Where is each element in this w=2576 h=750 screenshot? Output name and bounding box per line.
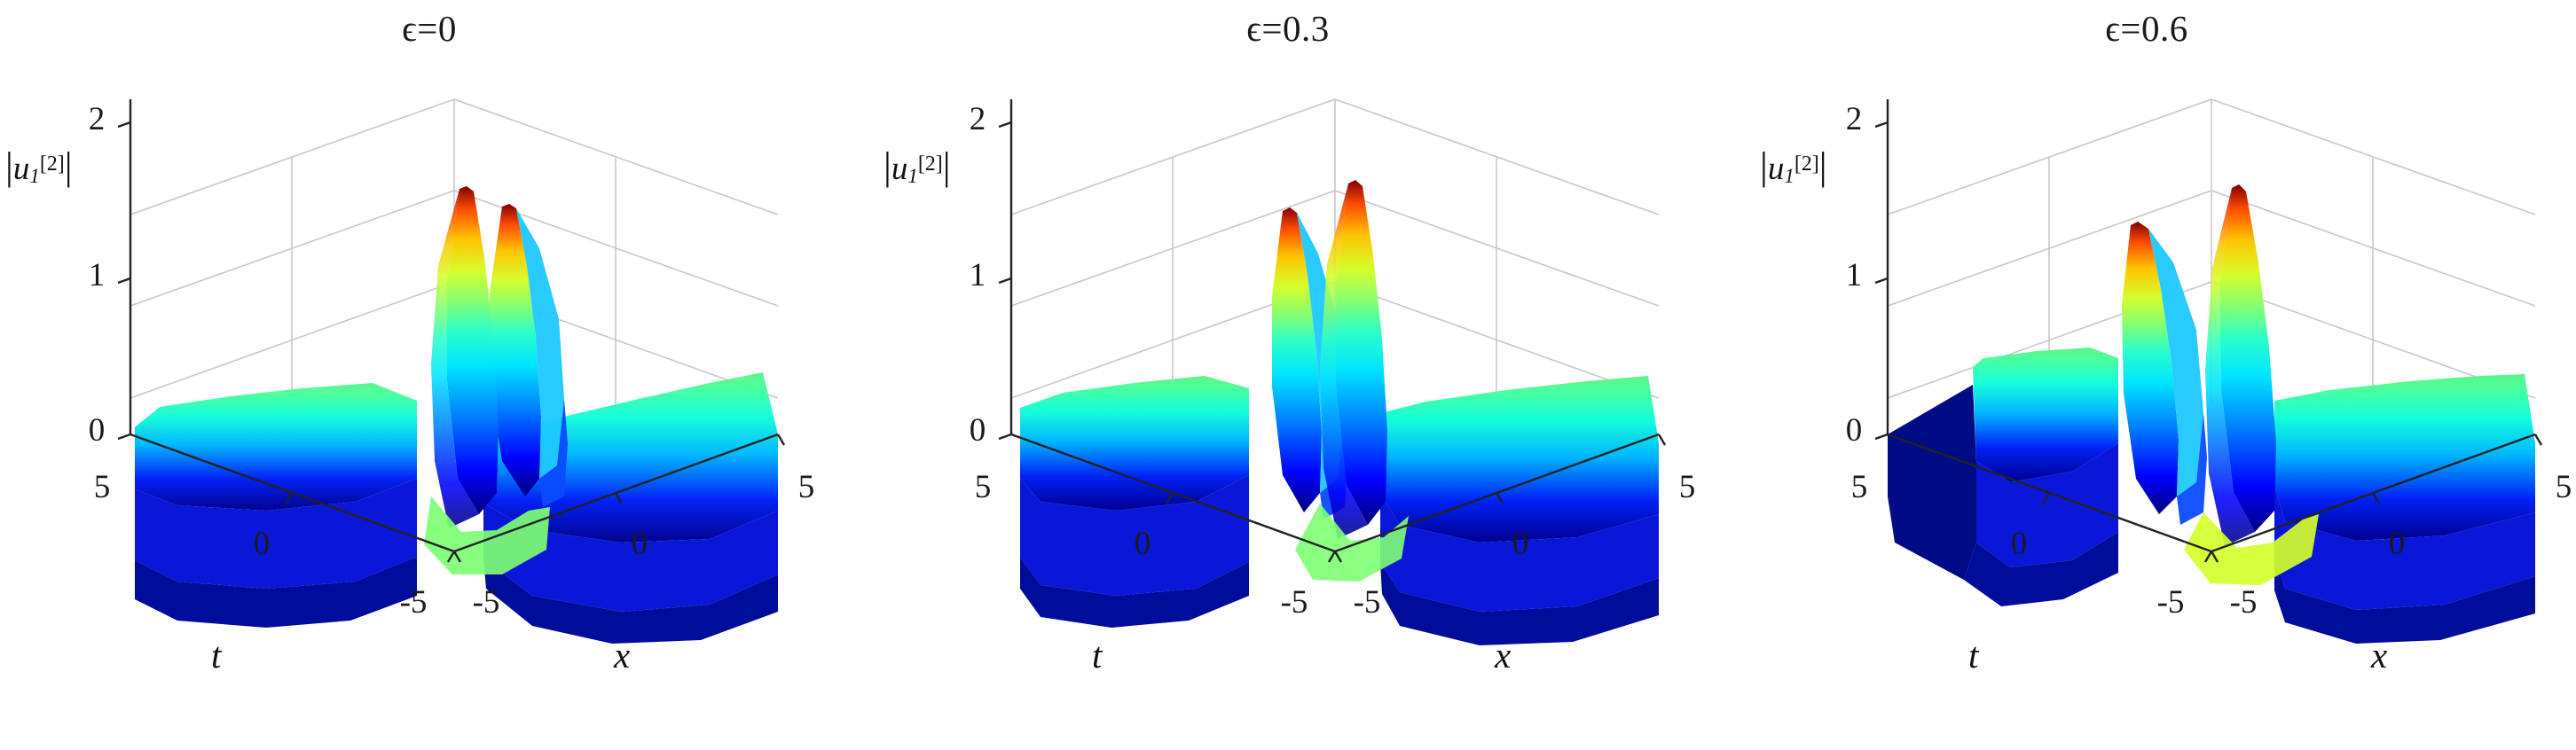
z-axis-label: |u1[2]| — [5, 145, 73, 188]
surface-mesh — [1020, 180, 1659, 645]
x-tick-0: 0 — [1512, 526, 1529, 562]
t-axis-name: t — [211, 635, 222, 676]
t-tick-neg5: -5 — [1280, 584, 1308, 621]
t-tick-5: 5 — [1850, 469, 1868, 505]
t-tick-0: 0 — [253, 526, 271, 562]
axis-ticks — [117, 121, 786, 563]
x-tick-neg5: -5 — [2229, 584, 2258, 621]
t-axis-name: t — [1968, 635, 1979, 676]
x-tick-5: 5 — [2555, 469, 2572, 505]
z-tick-2: 2 — [1845, 101, 1863, 137]
t-tick-neg5: -5 — [2156, 584, 2185, 621]
panel-epsilon-0: ϵ=0 — [0, 0, 859, 750]
x-tick-5: 5 — [1678, 469, 1696, 505]
surface-mesh — [1888, 184, 2535, 644]
x-tick-5: 5 — [797, 469, 815, 505]
x-axis-name: x — [1495, 635, 1512, 676]
x-tick-0: 0 — [2388, 526, 2406, 562]
panel-title: ϵ=0 — [402, 8, 457, 49]
z-tick-1: 1 — [1845, 257, 1863, 293]
axes-3d: |u1[2]| 2 1 0 5 0 -5 t -5 0 5 x — [0, 0, 859, 750]
panel-epsilon-0-6: ϵ=0.6 — [1717, 0, 2576, 750]
z-axis-label: |u1[2]| — [884, 145, 951, 188]
surface-canvas — [1874, 98, 2543, 644]
panel-title: ϵ=0.3 — [1246, 8, 1330, 49]
x-axis-name: x — [614, 635, 631, 676]
surface-canvas — [117, 98, 786, 644]
surface-mesh — [135, 186, 778, 644]
z-tick-1: 1 — [88, 257, 106, 293]
x-tick-0: 0 — [631, 526, 648, 562]
z-tick-1: 1 — [969, 257, 986, 293]
t-tick-5: 5 — [93, 469, 111, 505]
z-axis-label: |u1[2]| — [1760, 145, 1827, 188]
x-tick-neg5: -5 — [1353, 584, 1381, 621]
t-axis-name: t — [1092, 635, 1103, 676]
z-tick-2: 2 — [969, 101, 986, 137]
panel-title: ϵ=0.6 — [2105, 8, 2188, 49]
z-tick-2: 2 — [88, 101, 106, 137]
surface-canvas — [998, 98, 1667, 645]
t-tick-5: 5 — [974, 469, 992, 505]
z-tick-0: 0 — [88, 412, 106, 449]
axis-ticks — [1874, 121, 2543, 563]
axes-3d: |u1[2]| 2 1 0 5 0 -5 t -5 0 5 x — [1717, 0, 2576, 750]
t-tick-neg5: -5 — [399, 584, 428, 621]
axes-3d: |u1[2]| 2 1 0 5 0 -5 t -5 0 5 x — [859, 0, 1717, 750]
panel-epsilon-0-3: ϵ=0.3 — [859, 0, 1717, 750]
axis-ticks — [998, 121, 1667, 563]
t-tick-0: 0 — [2010, 526, 2028, 562]
x-tick-neg5: -5 — [472, 584, 500, 621]
x-axis-name: x — [2371, 635, 2388, 676]
t-tick-0: 0 — [1134, 526, 1151, 562]
z-tick-0: 0 — [1845, 412, 1863, 449]
z-tick-0: 0 — [969, 412, 986, 449]
